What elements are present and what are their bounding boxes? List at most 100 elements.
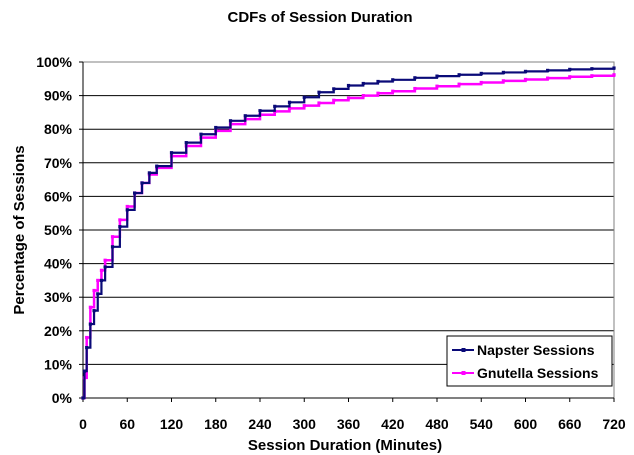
data-point (479, 80, 483, 85)
series-napster-sessions (81, 66, 616, 400)
data-point (92, 288, 96, 293)
data-point (546, 68, 550, 72)
y-tick-label: 100% (36, 54, 72, 70)
data-point (346, 96, 351, 100)
data-point (391, 89, 395, 93)
data-point (99, 268, 104, 272)
data-point (273, 104, 277, 108)
data-point (125, 208, 129, 212)
x-tick-labels: 0 60 120 180 240 300 360 420 480 540 600 660 720 (79, 398, 626, 432)
data-point (214, 125, 218, 130)
data-point (287, 106, 292, 110)
data-point (88, 322, 92, 326)
data-point (361, 81, 365, 86)
data-point (147, 171, 151, 175)
legend-marker (461, 348, 466, 352)
y-tick-label: 60% (44, 188, 73, 204)
data-point (140, 181, 144, 185)
data-point (523, 69, 528, 74)
data-point (568, 75, 572, 79)
x-tick-label: 720 (602, 416, 626, 432)
data-point (546, 76, 550, 80)
data-point (88, 305, 92, 309)
data-point (110, 235, 115, 239)
data-point (287, 100, 292, 104)
data-point (435, 74, 439, 78)
data-point (302, 104, 306, 108)
x-tick-label: 60 (119, 416, 135, 432)
data-point (96, 292, 100, 296)
data-point (103, 265, 107, 269)
data-point (133, 191, 137, 195)
data-point (612, 73, 616, 77)
data-point (590, 67, 594, 71)
data-point (413, 76, 417, 80)
legend-entry: Gnutella Sessions (452, 365, 599, 381)
y-tick-label: 10% (44, 356, 73, 372)
data-point (228, 119, 233, 123)
x-tick-label: 360 (337, 416, 361, 432)
gridlines (83, 61, 614, 365)
y-tick-labels: 0% 10% 20% 30% 40% 50% 60% 70% 80% 90% 100% (36, 54, 83, 406)
data-point (184, 141, 188, 145)
data-point (590, 74, 594, 78)
legend: Napster Sessions Gnutella Sessions (446, 335, 613, 387)
x-tick-label: 180 (204, 416, 228, 432)
data-point (332, 87, 336, 91)
data-point (457, 73, 461, 77)
data-point (118, 218, 122, 222)
y-tick-label: 90% (44, 88, 73, 104)
data-point (391, 78, 395, 82)
y-tick-label: 50% (44, 222, 73, 238)
data-point (346, 83, 351, 88)
data-point (110, 245, 115, 249)
legend-label: Napster Sessions (477, 342, 595, 358)
y-tick-label: 80% (44, 121, 73, 137)
data-point (302, 95, 306, 99)
x-tick-label: 480 (425, 416, 449, 432)
x-axis-label: Session Duration (Minutes) (248, 437, 442, 454)
legend-entry: Napster Sessions (452, 342, 595, 358)
data-point (376, 91, 380, 95)
data-point (361, 94, 365, 98)
x-tick-label: 420 (381, 416, 405, 432)
data-point (612, 66, 616, 70)
data-point (332, 98, 336, 102)
data-point (258, 109, 262, 113)
y-tick-label: 30% (44, 289, 73, 305)
data-point (155, 164, 159, 168)
y-tick-label: 70% (44, 155, 73, 171)
series-layer (81, 66, 616, 400)
data-point (92, 309, 96, 313)
data-point (81, 396, 85, 400)
data-point (85, 335, 89, 340)
data-point (82, 369, 87, 373)
x-tick-label: 240 (248, 416, 272, 432)
data-point (457, 82, 461, 86)
data-point (169, 151, 174, 155)
data-point (413, 86, 417, 91)
chart-title: CDFs of Session Duration (227, 9, 412, 26)
x-tick-label: 660 (558, 416, 582, 432)
data-point (317, 101, 321, 105)
x-tick-label: 120 (160, 416, 184, 432)
data-point (118, 225, 122, 229)
y-axis-label: Percentage of Sessions (11, 145, 28, 314)
data-point (199, 132, 203, 136)
x-tick-label: 540 (470, 416, 494, 432)
y-tick-label: 0% (52, 390, 73, 406)
y-tick-label: 20% (44, 323, 73, 339)
legend-label: Gnutella Sessions (477, 365, 599, 381)
x-tick-label: 0 (79, 416, 87, 432)
y-tick-label: 40% (44, 256, 73, 272)
data-point (501, 70, 505, 75)
data-point (103, 258, 107, 262)
data-point (99, 278, 104, 282)
data-point (501, 79, 505, 83)
data-point (523, 77, 528, 82)
data-point (125, 204, 129, 209)
data-point (96, 278, 100, 282)
x-tick-label: 300 (293, 416, 317, 432)
data-point (568, 67, 572, 71)
